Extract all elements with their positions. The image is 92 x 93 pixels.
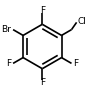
Text: F: F xyxy=(40,6,45,15)
Text: Cl: Cl xyxy=(78,17,87,26)
Text: F: F xyxy=(40,78,45,87)
Text: F: F xyxy=(6,59,12,68)
Text: Br: Br xyxy=(2,25,12,34)
Text: F: F xyxy=(73,59,78,68)
